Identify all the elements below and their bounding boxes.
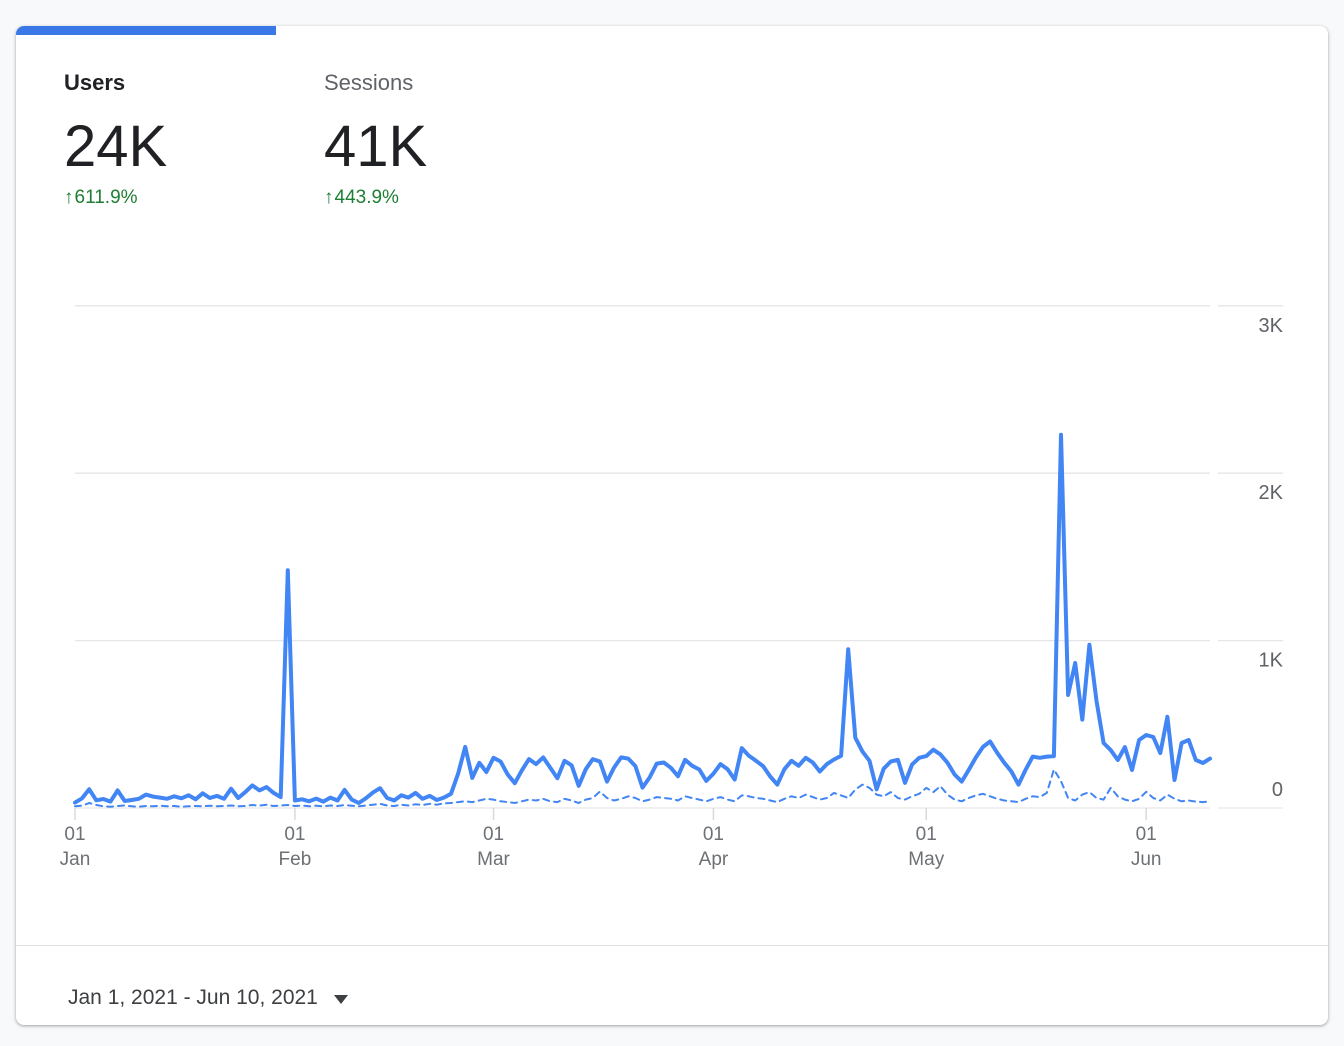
users-label: Users [64, 70, 126, 95]
active-tab-indicator [16, 26, 276, 35]
y-axis-label: 0 [1272, 779, 1283, 801]
y-axis-label: 2K [1259, 482, 1284, 504]
users-delta-value: 611.9% [74, 187, 138, 208]
x-axis-label: 01 Jun [1130, 824, 1162, 870]
y-axis-label: 3K [1259, 315, 1284, 337]
date-range-selector[interactable]: Jan 1, 2021 - Jun 10, 2021 [68, 972, 348, 1024]
x-axis-label: 01 Mar [477, 824, 510, 870]
users-current-line [73, 432, 1212, 805]
users-delta: ↑611.9% [64, 186, 138, 210]
x-axis-label: 01 Feb [278, 824, 312, 870]
analytics-card: Users 24K ↑611.9% Sessions 41K ↑443.9% 0… [16, 26, 1328, 1025]
timeseries-chart: 0 1K 2K 3K [73, 305, 1284, 820]
footer-divider [16, 945, 1328, 946]
date-range-label: Jan 1, 2021 - Jun 10, 2021 [68, 986, 318, 1009]
x-axis-label: 01 May [908, 824, 945, 870]
x-axis-label: 01 Jan [59, 824, 91, 870]
up-arrow-icon: ↑ [324, 187, 334, 208]
sessions-value: 41K [324, 114, 428, 179]
x-axis-label: 01 Apr [698, 824, 729, 870]
users-previous-line [74, 768, 1211, 808]
sessions-delta-value: 443.9% [334, 187, 399, 208]
sessions-label: Sessions [324, 70, 414, 95]
users-value: 24K [64, 114, 168, 179]
y-axis-label: 1K [1259, 650, 1284, 672]
dropdown-arrow-icon [333, 995, 348, 1004]
up-arrow-icon: ↑ [64, 187, 74, 208]
sessions-delta: ↑443.9% [324, 186, 399, 210]
